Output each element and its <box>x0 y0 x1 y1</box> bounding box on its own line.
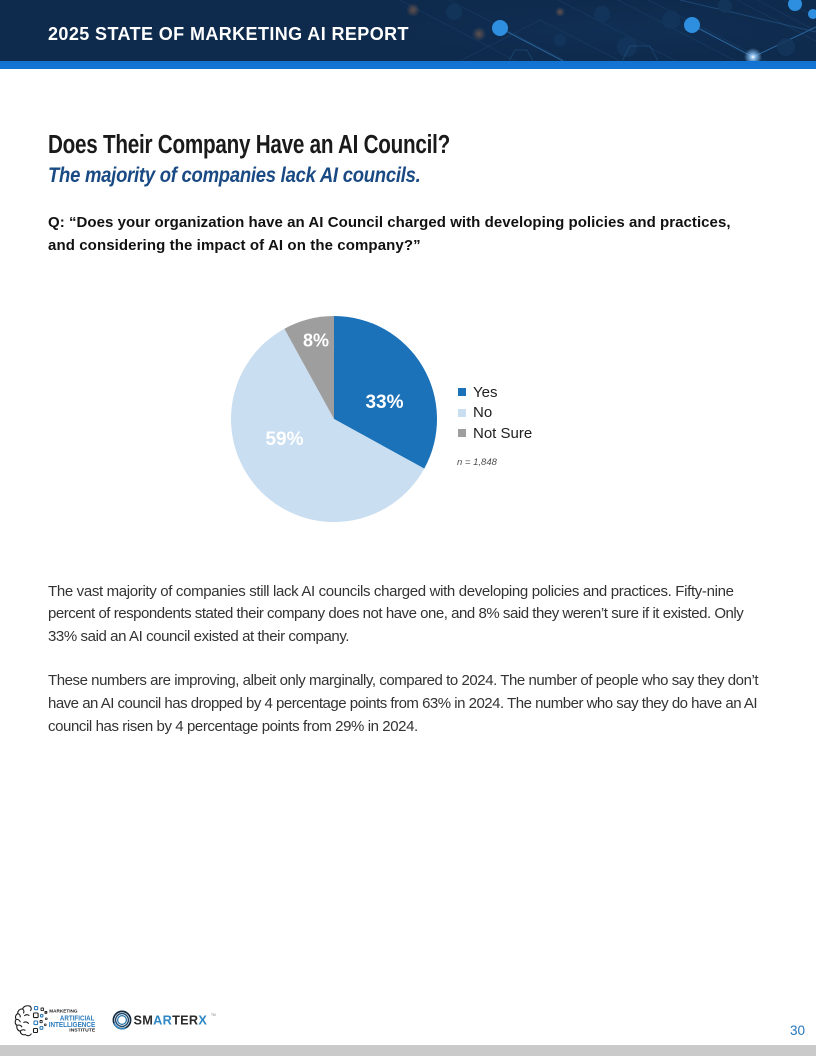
svg-text:SMARTERX: SMARTERX <box>134 1014 208 1028</box>
svg-text:MARKETING: MARKETING <box>49 1009 78 1014</box>
svg-text:TM: TM <box>211 1013 216 1017</box>
svg-text:INTELLIGENCE: INTELLIGENCE <box>49 1020 95 1029</box>
svg-text:INSTITUTE: INSTITUTE <box>69 1027 95 1032</box>
svg-text:ARTIFICIAL: ARTIFICIAL <box>60 1014 95 1023</box>
